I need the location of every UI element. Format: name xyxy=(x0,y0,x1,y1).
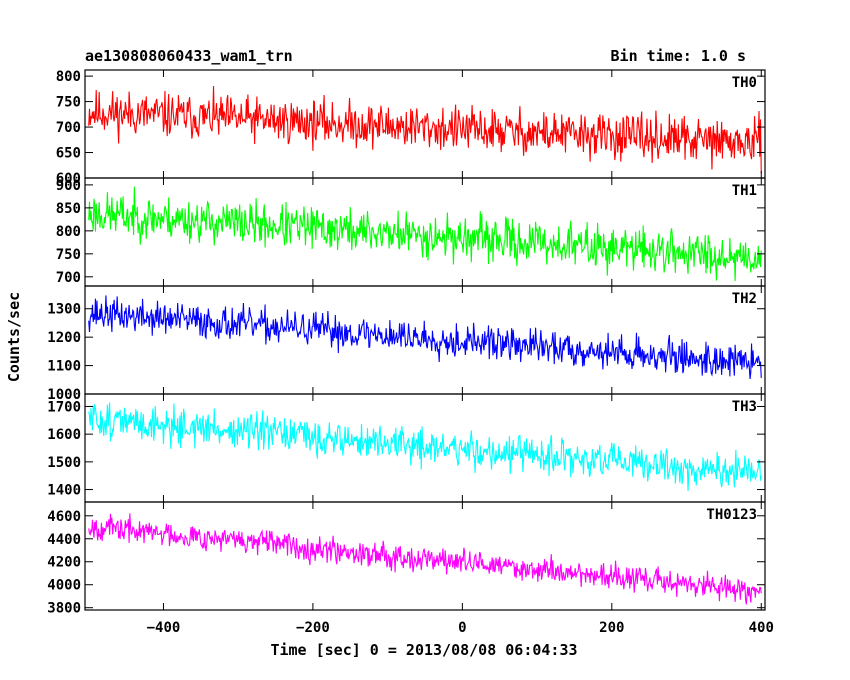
y-tick-label: 850 xyxy=(56,201,81,217)
y-tick-label: 4400 xyxy=(47,532,81,548)
panels-group: 600 650 700 750 800 TH0 700 750 800 850 900 TH1 1000… xyxy=(47,69,766,617)
y-tick-label: 4600 xyxy=(47,509,81,525)
y-tick-label: 750 xyxy=(56,95,81,111)
panel-label-th1: TH1 xyxy=(732,183,757,199)
y-tick-label: 1400 xyxy=(47,483,81,499)
y-tick-label: 900 xyxy=(56,178,81,194)
y-tick-label: 1200 xyxy=(47,330,81,346)
series-line-th0 xyxy=(88,86,762,174)
y-tick-label: 700 xyxy=(56,120,81,136)
panel-label-th2: TH2 xyxy=(732,291,757,307)
x-tick-label: 400 xyxy=(749,620,774,636)
y-tick-label: 800 xyxy=(56,224,81,240)
y-tick-label: 1000 xyxy=(47,387,81,403)
plot-title: ae130808060433_wam1_trn xyxy=(85,47,293,65)
series-line-th0123 xyxy=(88,513,762,605)
panel-th0: 600 650 700 750 800 TH0 xyxy=(56,69,766,187)
panel-label-th0: TH0 xyxy=(732,75,757,91)
series-line-th1 xyxy=(88,186,762,282)
panel-frame xyxy=(84,393,766,503)
x-tick-label: −200 xyxy=(296,620,330,636)
panel-th2: 1000 1100 1200 1300 TH2 xyxy=(47,285,766,403)
y-tick-label: 600 xyxy=(56,171,81,187)
y-tick-label: 750 xyxy=(56,247,81,263)
y-tick-label: 650 xyxy=(56,146,81,162)
y-tick-label: 800 xyxy=(56,69,81,85)
y-axis-title: Counts/sec xyxy=(5,292,23,382)
y-tick-label: 700 xyxy=(56,270,81,286)
y-tick-label: 4200 xyxy=(47,555,81,571)
x-axis-title: Time [sec] 0 = 2013/08/08 06:04:33 xyxy=(270,641,577,659)
x-tick-label: 200 xyxy=(599,620,624,636)
y-tick-label: 3800 xyxy=(47,601,81,617)
y-tick-label: 1700 xyxy=(47,399,81,415)
series-line-th3 xyxy=(88,402,762,491)
series-line-th2 xyxy=(88,295,762,380)
panel-label-th3: TH3 xyxy=(732,399,757,415)
bin-time-label: Bin time: 1.0 s xyxy=(611,47,746,65)
x-axis: −400 −200 0 200 400 xyxy=(147,620,774,636)
y-tick-label: 1500 xyxy=(47,455,81,471)
panel-th3: 1400 1500 1600 1700 TH3 xyxy=(47,393,766,503)
panel-th0123: 3800 4000 4200 4400 4600 TH0123 xyxy=(47,501,766,617)
y-tick-label: 1300 xyxy=(47,302,81,318)
panel-th1: 700 750 800 850 900 TH1 xyxy=(56,177,766,287)
panel-frame xyxy=(84,501,766,611)
x-tick-label: −400 xyxy=(147,620,181,636)
y-tick-label: 1600 xyxy=(47,427,81,443)
y-tick-label: 1100 xyxy=(47,359,81,375)
panel-label-th0123: TH0123 xyxy=(706,507,757,523)
x-tick-label: 0 xyxy=(458,620,466,636)
y-tick-label: 4000 xyxy=(47,578,81,594)
